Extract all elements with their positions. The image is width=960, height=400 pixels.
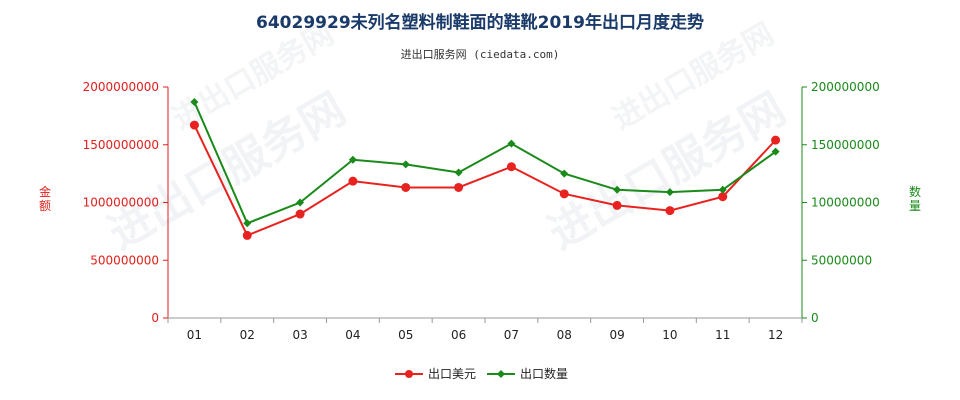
left-tick-label: 500000000 [90,253,159,267]
data-point [296,198,305,207]
data-point [506,162,516,172]
x-tick-label: 04 [345,328,360,342]
right-axis-ticks: 0 50000000 100000000 150000000 200000000 [802,80,880,325]
legend: 出口美元 出口数量 [395,366,568,381]
legend-item: 出口数量 [487,366,568,381]
data-point [718,185,727,194]
x-tick-label: 11 [715,328,730,342]
data-point [559,189,569,199]
data-point [454,168,463,177]
left-tick-label: 0 [151,311,159,325]
x-tick-label: 02 [240,328,255,342]
data-point [295,209,305,219]
data-point [348,155,357,164]
data-point [665,188,674,197]
series-layer [189,98,781,240]
data-point [613,185,622,194]
x-tick-label: 08 [557,328,572,342]
right-tick-label: 150000000 [811,138,880,152]
legend-marker [405,370,413,378]
data-point [771,135,781,145]
data-point [242,230,252,240]
data-point [401,182,411,192]
chart-title: 64029929未列名塑料制鞋面的鞋靴2019年出口月度走势 [256,12,704,33]
data-point [348,176,358,186]
data-point [612,200,622,210]
x-tick-label: 05 [398,328,413,342]
data-point [507,139,516,148]
data-point [718,192,728,202]
data-point [189,120,199,130]
left-tick-label: 1500000000 [83,138,159,152]
x-tick-label: 03 [292,328,307,342]
series-line-1 [193,124,777,237]
legend-marker [497,370,505,378]
left-axis-ticks: 0 500000000 1000000000 1500000000 2000000000 [83,80,168,325]
right-tick-label: 50000000 [811,253,872,267]
x-tick-label: 07 [504,328,519,342]
x-axis-ticks: 01 02 03 04 05 06 07 08 09 10 11 12 [167,318,803,342]
series-line-2 [193,101,777,225]
right-axis-label: 数量 [909,184,921,213]
left-axis-label: 金额 [39,184,51,213]
data-point [665,206,675,216]
chart-subtitle: 进出口服务网 (ciedata.com) [401,47,560,61]
data-point [243,219,252,228]
legend-label: 出口美元 [428,367,476,381]
left-tick-label: 1000000000 [83,196,159,210]
x-tick-label: 09 [609,328,624,342]
data-point [560,169,569,178]
left-tick-label: 2000000000 [83,80,159,94]
data-point [190,98,199,107]
x-tick-label: 12 [768,328,783,342]
right-tick-label: 100000000 [811,196,880,210]
right-tick-label: 200000000 [811,80,880,94]
data-point [401,160,410,169]
data-point [454,182,464,192]
data-point [771,147,780,156]
legend-item: 出口美元 [395,367,476,381]
x-tick-label: 01 [187,328,202,342]
legend-label: 出口数量 [520,366,568,381]
x-tick-label: 10 [662,328,677,342]
x-tick-label: 06 [451,328,466,342]
right-tick-label: 0 [811,311,819,325]
